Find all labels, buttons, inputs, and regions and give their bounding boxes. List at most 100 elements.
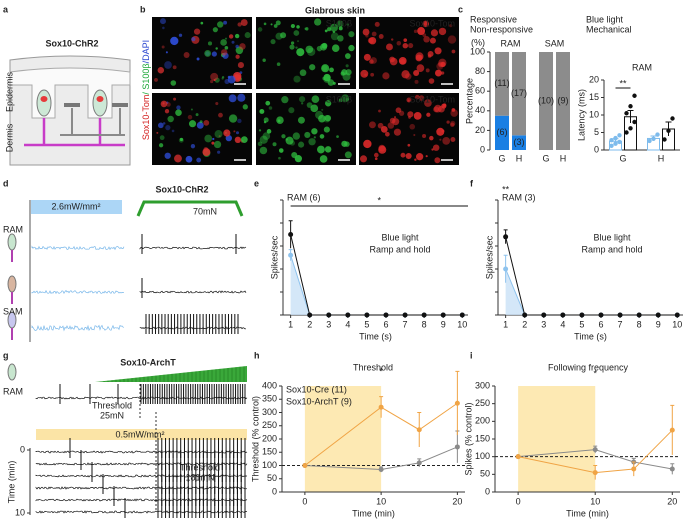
marker: [307, 312, 313, 318]
marker: [674, 312, 680, 318]
data-point: [670, 116, 675, 121]
chart-title: RAM (3): [502, 192, 536, 202]
axis-label: Time (min): [566, 508, 609, 518]
significance: *: [378, 195, 382, 205]
channel-label: S100β: [326, 18, 352, 28]
axis-label: Threshold (% control): [250, 396, 260, 482]
panel-title: Sox10-ArchT: [120, 357, 176, 367]
cell: [319, 134, 325, 139]
n-label: (3): [514, 137, 525, 147]
marker: [592, 470, 598, 476]
stain-part: Sox10-Tom: [141, 95, 151, 141]
cell: [365, 34, 369, 38]
data-point: [617, 133, 622, 138]
cell: [324, 29, 328, 33]
cell: [323, 126, 330, 133]
cell: [304, 27, 307, 31]
layer-label: Dermis: [4, 123, 14, 152]
n-label: (6): [497, 127, 508, 137]
cell: [288, 107, 295, 114]
x-tick-label: 20: [452, 496, 462, 506]
cell: [222, 52, 229, 59]
cell: [418, 54, 424, 60]
cell: [346, 98, 349, 101]
cell: [220, 39, 227, 46]
cell: [314, 18, 322, 26]
panel-letter: d: [3, 178, 9, 188]
shaded-period: [304, 386, 382, 492]
cell: [235, 131, 239, 135]
marker: [515, 454, 521, 460]
data-point: [632, 119, 637, 125]
afferent: [24, 118, 125, 147]
cell: [378, 144, 386, 152]
x-tick-label: 2: [307, 319, 312, 329]
y-tick-label: 150: [475, 433, 490, 443]
cell: [174, 154, 182, 163]
panel-title: Sox10-ChR2: [155, 184, 208, 194]
cell: [434, 157, 441, 164]
marker: [326, 312, 332, 318]
cell: [171, 129, 175, 133]
cell: [240, 136, 248, 143]
cell: [413, 69, 420, 76]
x-tick-label: 9: [656, 319, 661, 329]
panel-letter: b: [140, 4, 146, 14]
cell: [164, 152, 171, 159]
cell: [415, 153, 424, 161]
cell: [374, 21, 380, 27]
panel-letter: g: [3, 350, 9, 360]
schwann-cell: [40, 96, 48, 102]
cell: [360, 69, 369, 78]
marker: [440, 312, 446, 318]
cell: [179, 137, 184, 142]
cell: [434, 69, 442, 77]
cell: [446, 120, 450, 124]
cell: [316, 45, 323, 52]
cell: [196, 121, 204, 129]
cell: [417, 27, 426, 36]
cell: [305, 45, 314, 54]
cell: [425, 68, 430, 73]
cell: [393, 128, 402, 136]
cell: [399, 60, 402, 63]
cell: [235, 54, 240, 59]
cell: [210, 79, 214, 84]
cell: [393, 116, 397, 119]
stimulus-label: 0.5mW/mm²: [116, 429, 165, 439]
marker: [541, 312, 547, 318]
x-tick-label: 7: [618, 319, 623, 329]
cell: [321, 42, 328, 49]
cell: [187, 114, 193, 120]
cell: [311, 128, 318, 135]
x-tick-label: 3: [541, 319, 546, 329]
cell: [313, 136, 316, 139]
y-tick-label: 200: [475, 416, 490, 426]
y-tick-label: 0: [485, 486, 490, 496]
cell: [217, 21, 224, 28]
marker: [345, 312, 351, 318]
cell: [213, 140, 222, 149]
significance: *: [379, 366, 383, 376]
error-bar: [627, 109, 634, 124]
x-tick-label: H: [516, 153, 523, 163]
line: [304, 402, 458, 466]
cell: [378, 34, 384, 39]
cell: [310, 104, 319, 113]
cell: [173, 97, 177, 101]
cell: [280, 32, 287, 39]
y-tick-label: 80: [475, 66, 485, 76]
y-tick-label: 20: [475, 125, 485, 135]
n-label: (9): [558, 95, 569, 105]
cell: [162, 26, 165, 30]
cell: [193, 28, 201, 35]
x-tick-label: 4: [345, 319, 350, 329]
chart-title: RAM: [632, 62, 652, 72]
cell: [425, 155, 428, 158]
threshold-label: 181mN: [185, 472, 214, 482]
bar-segment: [556, 52, 570, 150]
raster-trace: [35, 462, 248, 466]
marker: [669, 427, 675, 433]
x-tick-label: 8: [637, 319, 642, 329]
cell: [374, 152, 379, 158]
